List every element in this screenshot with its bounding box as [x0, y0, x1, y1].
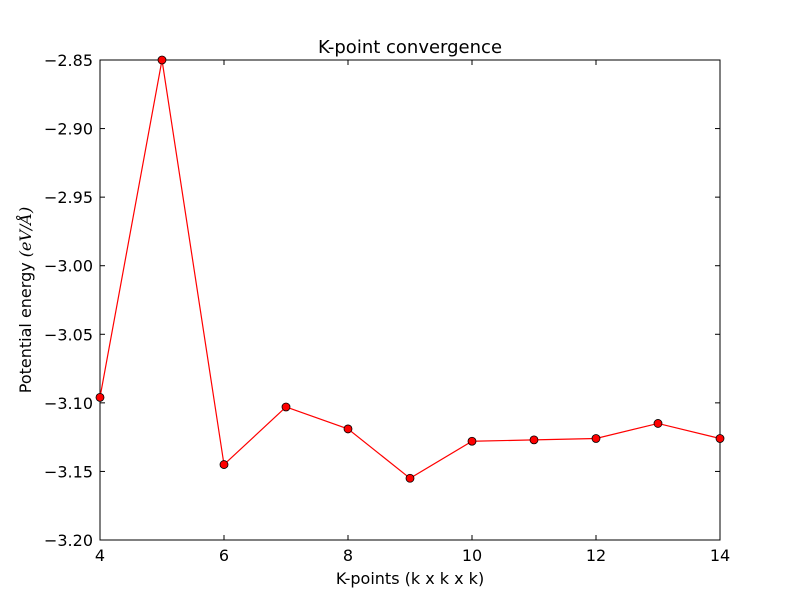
- data-point: [343, 424, 353, 434]
- data-point: [467, 436, 477, 446]
- x-tick-label: 4: [95, 546, 105, 565]
- data-point: [591, 434, 601, 443]
- data-point: [219, 460, 229, 469]
- y-tick-label: −3.15: [44, 462, 93, 481]
- x-axis-label: K-points (k x k x k): [336, 569, 484, 588]
- data-point: [715, 434, 725, 443]
- data-point: [653, 419, 663, 428]
- y-tick-label: −3.05: [44, 325, 93, 344]
- y-tick-label: −2.95: [44, 188, 93, 207]
- x-tick-label: 10: [462, 546, 482, 565]
- y-axis-label: Potential energy (eV/Å): [15, 207, 35, 393]
- data-point: [281, 402, 291, 412]
- axis-ticks: [99, 59, 721, 541]
- data-point: [405, 473, 415, 483]
- y-axis-label-units: (eV/Å): [15, 207, 35, 257]
- plot-area: [95, 55, 725, 541]
- series-layer: [95, 55, 725, 483]
- x-tick-label: 6: [219, 546, 229, 565]
- x-tick-label: 14: [710, 546, 730, 565]
- y-tick-label: −3.10: [44, 394, 93, 413]
- plot-frame: [99, 59, 721, 541]
- y-tick-label: −3.20: [44, 531, 93, 550]
- data-point: [529, 435, 539, 445]
- y-tick-label: −3.00: [44, 257, 93, 276]
- chart-title: K-point convergence: [318, 37, 502, 58]
- y-axis-label-text: Potential energy: [16, 257, 35, 393]
- data-point: [95, 392, 105, 402]
- x-tick-label: 12: [586, 546, 606, 565]
- y-tick-labels: −3.20 −3.15 −3.10 −3.05 −3.00 −2.95 −2.90 −2.85: [44, 51, 93, 550]
- x-tick-label: 8: [343, 546, 353, 565]
- y-tick-label: −2.85: [44, 51, 93, 70]
- y-tick-label: −2.90: [44, 120, 93, 139]
- x-tick-labels: 4 6 8 10 12 14: [95, 546, 730, 565]
- data-point: [157, 55, 167, 65]
